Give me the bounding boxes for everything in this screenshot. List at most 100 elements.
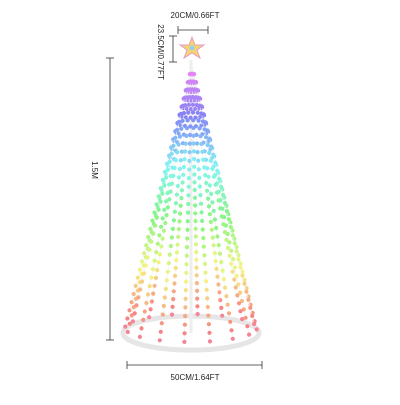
light-bulb — [211, 243, 216, 248]
light-bulb — [211, 152, 216, 157]
light-bulb — [151, 291, 156, 296]
light-bulb — [205, 188, 210, 193]
light-bulb — [199, 210, 204, 215]
light-bulb — [158, 199, 163, 204]
light-bulb — [193, 226, 198, 231]
light-bulb — [221, 222, 226, 227]
light-bulb — [238, 290, 243, 295]
light-bulb — [232, 265, 237, 270]
light-bulb — [241, 307, 246, 312]
light-bulb — [207, 330, 212, 335]
light-bulb — [215, 274, 220, 279]
light-bulb — [147, 247, 152, 252]
light-bulb — [210, 235, 215, 240]
light-bulb — [195, 288, 200, 293]
light-bulb — [180, 180, 185, 185]
light-bulb — [152, 223, 158, 228]
light-bulb — [247, 332, 252, 337]
light-bulb — [233, 285, 238, 290]
light-bulb — [173, 201, 178, 206]
light-bulb — [137, 267, 142, 272]
light-bulb — [202, 261, 208, 266]
light-bulb — [176, 227, 181, 232]
light-bulb — [160, 236, 165, 241]
light-bulb — [154, 215, 159, 220]
light-bulb — [195, 110, 200, 115]
light-bulb — [191, 149, 196, 154]
light-bulb — [149, 275, 154, 280]
light-bulb — [173, 158, 179, 163]
light-bulb — [193, 80, 198, 85]
light-bulb — [186, 110, 191, 115]
light-bulb — [236, 282, 241, 287]
light-bulb — [174, 258, 179, 263]
light-bulb — [179, 126, 184, 131]
light-bulb — [160, 216, 165, 221]
light-bulb — [153, 275, 158, 280]
light-bulb — [175, 242, 180, 247]
light-bulb — [207, 183, 212, 188]
light-bulb — [192, 106, 197, 112]
light-bulb — [187, 150, 192, 155]
light-bulb — [216, 282, 221, 287]
light-bulb — [178, 211, 183, 216]
light-bulb — [234, 249, 239, 254]
light-bulb — [180, 118, 185, 123]
light-bulb — [170, 304, 175, 309]
light-bulb — [156, 194, 161, 199]
light-bulb — [210, 166, 215, 171]
light-bulb — [169, 151, 174, 156]
light-bulb — [160, 191, 165, 196]
light-bulb — [230, 233, 235, 238]
light-strands — [123, 65, 259, 344]
light-bulb — [157, 338, 162, 343]
light-bulb — [239, 298, 245, 304]
light-bulb — [220, 313, 225, 318]
light-bulb — [125, 316, 130, 321]
light-bulb — [191, 72, 196, 77]
light-bulb — [172, 281, 177, 286]
light-bulb — [229, 248, 234, 253]
light-bulb — [209, 144, 214, 149]
light-bulb — [254, 327, 259, 332]
light-bulb — [227, 253, 232, 258]
light-bulb — [187, 167, 192, 172]
light-bulb — [163, 286, 168, 291]
light-bulb — [154, 202, 159, 207]
light-bulb — [216, 198, 221, 203]
light-bulb — [176, 175, 181, 180]
light-bulb — [216, 243, 221, 248]
light-bulb — [165, 205, 170, 210]
light-bulb — [167, 252, 172, 257]
light-bulb — [230, 336, 235, 341]
light-bulb — [190, 102, 195, 107]
light-bulb — [219, 305, 224, 310]
light-bulb — [148, 307, 153, 312]
light-bulb — [142, 309, 147, 314]
light-bulb — [219, 214, 224, 219]
light-bulb — [236, 257, 241, 262]
light-bulb — [163, 199, 169, 204]
light-bulb — [184, 133, 189, 138]
light-bulb — [136, 295, 141, 300]
light-bulb — [150, 218, 155, 223]
light-bulb — [161, 228, 166, 233]
base-width-dimension: 50CM/1.64FT — [126, 361, 263, 382]
light-bulb — [194, 257, 199, 262]
light-bulb — [159, 321, 164, 326]
light-bulb — [213, 259, 218, 264]
light-bulb — [123, 324, 128, 329]
light-bulb — [243, 315, 248, 320]
light-bulb — [195, 312, 200, 317]
light-bulb — [206, 174, 211, 179]
light-bulb — [168, 243, 173, 249]
light-bulb — [201, 244, 206, 249]
light-bulb — [206, 204, 212, 209]
light-bulb — [125, 329, 130, 335]
light-bulb — [246, 297, 251, 302]
light-bulb — [242, 281, 247, 286]
light-bulb — [130, 319, 135, 324]
light-bulb — [229, 328, 234, 333]
light-bulb — [197, 126, 202, 131]
light-bulb — [221, 277, 226, 282]
